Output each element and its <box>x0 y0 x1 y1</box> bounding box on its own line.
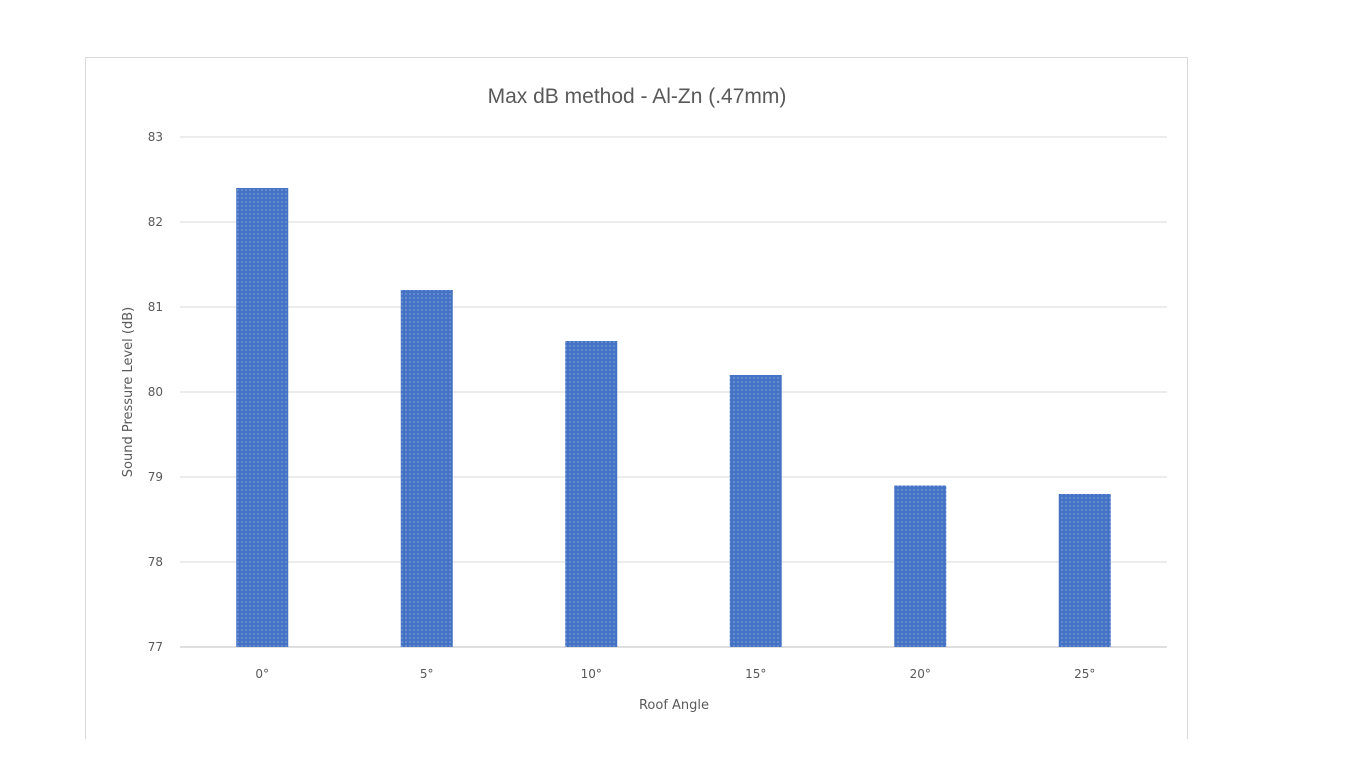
x-axis-title: Roof Angle <box>639 698 709 713</box>
gridlines <box>180 136 1167 648</box>
y-tick-label: 80 <box>148 385 163 399</box>
chart-title: Max dB method - Al-Zn (.47mm) <box>488 85 787 108</box>
x-tick-label: 0° <box>255 667 269 681</box>
y-tick-label: 81 <box>148 300 163 314</box>
y-tick-label: 82 <box>148 215 163 229</box>
bar <box>400 290 453 647</box>
bar <box>1058 494 1111 647</box>
x-tick-label: 25° <box>1074 667 1095 681</box>
y-tick-label: 77 <box>148 640 163 654</box>
y-tick-label: 83 <box>148 130 163 144</box>
bar <box>729 375 782 647</box>
bar <box>565 341 618 647</box>
x-tick-label: 5° <box>420 667 434 681</box>
bars <box>236 188 1111 647</box>
y-axis-tick-labels: 77 78 79 80 81 82 83 <box>148 130 163 654</box>
x-axis-tick-labels: 0° 5° 10° 15° 20° 25° <box>255 667 1095 681</box>
x-tick-label: 10° <box>581 667 602 681</box>
bar <box>236 188 289 647</box>
y-tick-label: 78 <box>148 555 163 569</box>
x-tick-label: 15° <box>745 667 766 681</box>
bar <box>894 485 947 647</box>
y-tick-label: 79 <box>148 470 163 484</box>
y-axis-title: Sound Pressure Level (dB) <box>121 307 136 477</box>
x-tick-label: 20° <box>910 667 931 681</box>
